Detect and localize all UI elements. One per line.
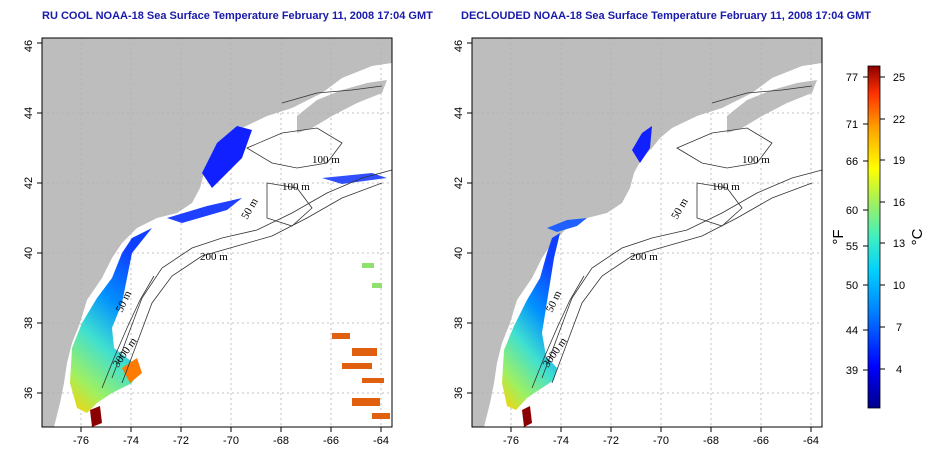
- x-tick-label: -76: [503, 435, 519, 447]
- right-map: 100 m 100 m 50 m 200 m 50 m 3000 m -76 -…: [453, 37, 823, 447]
- y-tick-label: 36: [453, 387, 465, 399]
- y-axis: 36 38 40 42 44 46: [23, 40, 42, 399]
- colorbar-gradient: [867, 65, 881, 409]
- x-axis: -76 -74 -72 -70 -68 -66 -64: [73, 427, 389, 447]
- y-tick-label: 42: [23, 177, 35, 189]
- contour-label: 100 m: [712, 181, 740, 193]
- x-axis: -76 -74 -72 -70 -68 -66 -64: [503, 427, 819, 447]
- fahrenheit-tick: 71: [846, 119, 858, 131]
- sst-gulf-of-maine: [202, 126, 252, 188]
- x-tick-label: -66: [323, 435, 339, 447]
- contour-label: 100 m: [312, 154, 340, 166]
- celsius-unit-label: °C: [909, 228, 926, 245]
- y-tick-label: 44: [23, 107, 35, 119]
- y-tick-label: 42: [453, 177, 465, 189]
- land-mass: [42, 38, 392, 427]
- celsius-tick: 7: [896, 322, 902, 334]
- x-tick-label: -66: [753, 435, 769, 447]
- left-panel-title: RU COOL NOAA-18 Sea Surface Temperature …: [42, 10, 433, 22]
- fahrenheit-unit-label: °F: [830, 229, 847, 244]
- y-tick-label: 46: [23, 40, 35, 52]
- fahrenheit-tick: 39: [846, 365, 858, 377]
- sst-warm-patch: [122, 358, 142, 383]
- celsius-tick: 10: [893, 280, 905, 292]
- fahrenheit-tick: 66: [846, 156, 858, 168]
- bathymetry-contours: [531, 85, 823, 389]
- sst-offshore-blue: [167, 198, 242, 223]
- map-frame: [41, 37, 393, 428]
- celsius-tick: 13: [893, 238, 905, 250]
- sst-scattered-green: [362, 263, 382, 288]
- sst-scattered-orange: [332, 333, 390, 419]
- grid-lines: [472, 38, 822, 427]
- y-tick-label: 38: [23, 317, 35, 329]
- colorbar: 77 71 66 60 55 50 44 39 25 22 19 16 13 1…: [830, 65, 926, 409]
- contour-label: 100 m: [742, 154, 770, 166]
- x-tick-label: -68: [273, 435, 289, 447]
- fahrenheit-tick: 44: [846, 325, 858, 337]
- contour-label: 200 m: [200, 251, 228, 263]
- fahrenheit-tick: 55: [846, 241, 858, 253]
- y-tick-label: 36: [23, 387, 35, 399]
- celsius-tick: 4: [896, 364, 902, 376]
- x-tick-label: -70: [653, 435, 669, 447]
- celsius-tick: 22: [893, 114, 905, 126]
- celsius-tick: 25: [893, 72, 905, 84]
- x-tick-label: -74: [123, 435, 139, 447]
- y-axis: 36 38 40 42 44 46: [453, 40, 472, 399]
- sst-offshore-blue: [547, 218, 587, 232]
- fahrenheit-tick: 60: [846, 205, 858, 217]
- y-tick-label: 40: [23, 247, 35, 259]
- x-tick-label: -76: [73, 435, 89, 447]
- contour-label: 100 m: [282, 181, 310, 193]
- x-tick-label: -68: [703, 435, 719, 447]
- celsius-tick: 19: [893, 155, 905, 167]
- y-tick-label: 40: [453, 247, 465, 259]
- sst-hot-spot: [90, 406, 102, 427]
- sst-hot-spot: [522, 406, 532, 427]
- fahrenheit-tick: 50: [846, 280, 858, 292]
- fahrenheit-tick: 77: [846, 72, 858, 84]
- land-mass: [472, 38, 822, 427]
- x-tick-label: -64: [803, 435, 819, 447]
- sst-gulf-of-maine: [632, 126, 652, 163]
- nova-scotia: [727, 80, 817, 133]
- y-tick-label: 44: [453, 107, 465, 119]
- x-tick-label: -72: [173, 435, 189, 447]
- bathymetry-contours: [101, 85, 393, 389]
- nova-scotia: [297, 80, 387, 133]
- sst-coastal-band: [502, 233, 560, 410]
- map-frame: [471, 37, 823, 428]
- y-tick-label: 38: [453, 317, 465, 329]
- right-panel-title: DECLOUDED NOAA-18 Sea Surface Temperatur…: [461, 10, 872, 22]
- x-tick-label: -70: [223, 435, 239, 447]
- x-tick-label: -64: [373, 435, 389, 447]
- y-tick-label: 46: [453, 40, 465, 52]
- x-tick-label: -74: [553, 435, 569, 447]
- celsius-tick: 16: [893, 197, 905, 209]
- contour-label: 200 m: [630, 251, 658, 263]
- x-tick-label: -72: [603, 435, 619, 447]
- left-map: 100 m 100 m 50 m 200 m 50 m 3000 m -76 -…: [23, 37, 393, 447]
